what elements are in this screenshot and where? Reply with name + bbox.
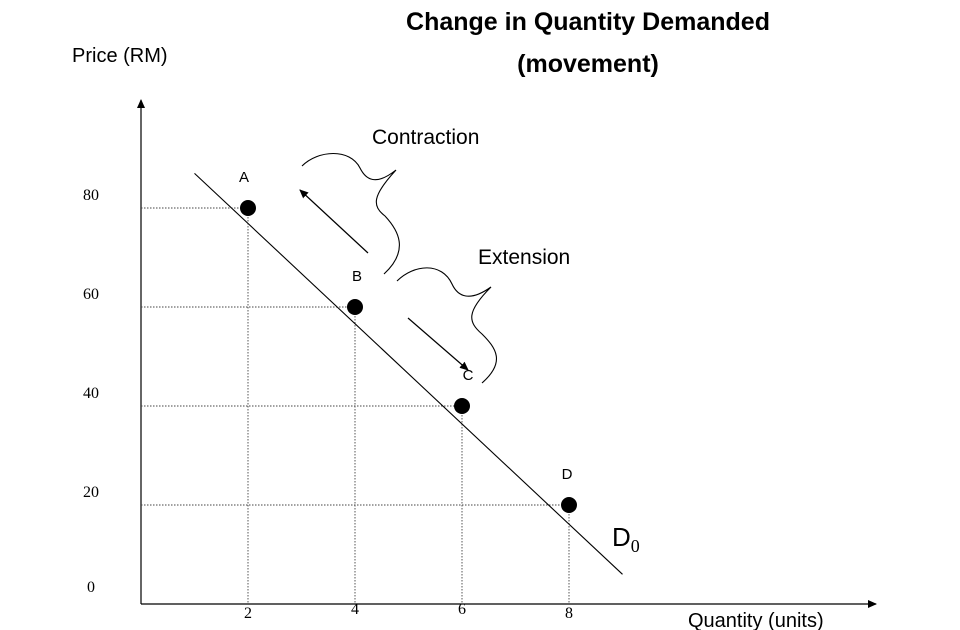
extension-brace-icon: [396, 267, 498, 384]
point-d: [561, 497, 577, 513]
y-tick-label: 20: [83, 484, 99, 501]
y-axis-label: Price (RM): [72, 45, 168, 67]
tick-labels: 0 20 40 60 80 2 4 6 8: [83, 187, 573, 622]
curve-label-main: D: [612, 522, 631, 552]
guide-lines: [141, 207, 570, 604]
demand-curve-line: [194, 172, 623, 575]
y-tick-label: 0: [87, 579, 95, 596]
x-axis-label: Quantity (units): [688, 610, 824, 630]
point-a: [240, 200, 256, 216]
point-label-b: B: [352, 268, 362, 285]
data-points: A B C D: [239, 169, 577, 513]
demand-curve-group: [194, 172, 623, 575]
contraction-brace-icon: [301, 153, 400, 275]
point-label-c: C: [463, 367, 474, 384]
point-label-d: D: [562, 466, 573, 483]
x-tick-label: 6: [458, 601, 466, 618]
extension-label: Extension: [478, 246, 570, 269]
point-c: [454, 398, 470, 414]
point-label-a: A: [239, 169, 249, 186]
extension-arrow: [407, 317, 469, 371]
contraction-arrow: [299, 189, 369, 254]
curve-label: D0: [612, 522, 640, 556]
y-tick-label: 60: [83, 286, 99, 303]
x-tick-label: 4: [351, 601, 359, 618]
y-tick-label: 40: [83, 385, 99, 402]
curve-label-subscript: 0: [631, 536, 640, 556]
x-tick-label: 2: [244, 605, 252, 622]
chart-title-line2: (movement): [517, 50, 659, 78]
y-tick-label: 80: [83, 187, 99, 204]
contraction-label: Contraction: [372, 126, 479, 149]
x-tick-label: 8: [565, 605, 573, 622]
point-b: [347, 299, 363, 315]
chart-title-line1: Change in Quantity Demanded: [406, 8, 770, 36]
